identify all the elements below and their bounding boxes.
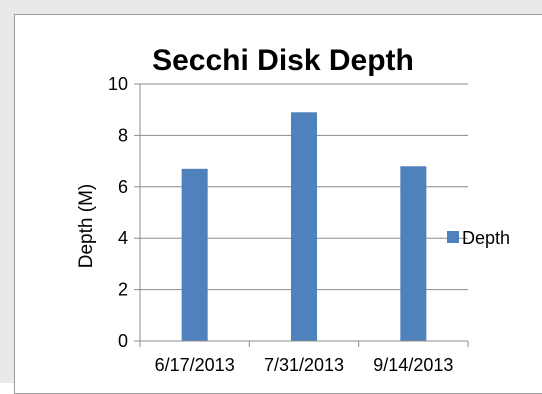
legend-label: Depth: [462, 228, 510, 248]
legend: Depth: [447, 228, 510, 248]
y-tick-label: 4: [118, 228, 128, 248]
legend-swatch: [447, 231, 459, 243]
y-tick-label: 6: [118, 177, 128, 197]
bar: [291, 112, 317, 342]
bars: [181, 112, 427, 342]
x-tick-labels: 6/17/2013 7/31/2013 9/14/2013: [155, 355, 454, 375]
y-tick-label: 8: [118, 125, 128, 145]
x-tick-label: 9/14/2013: [373, 355, 453, 375]
x-tick-label: 7/31/2013: [264, 355, 344, 375]
y-tick-labels: 0 2 4 6 8 10: [108, 74, 128, 351]
bar: [400, 166, 427, 341]
y-tick-label: 0: [118, 331, 128, 351]
y-axis-title: Depth (M): [76, 184, 97, 268]
chart-panel: [14, 14, 542, 394]
y-tick-label: 10: [108, 74, 128, 94]
y-tick-label: 2: [118, 280, 128, 300]
bar: [181, 168, 208, 341]
chart-title: Secchi Disk Depth: [152, 44, 414, 77]
x-tick-label: 6/17/2013: [155, 355, 235, 375]
axes: [134, 83, 469, 347]
bar-chart: 0 2 4 6 8 10 6/17/2013 7/31/2013 9/14/2013 Secc…: [76, 44, 510, 375]
